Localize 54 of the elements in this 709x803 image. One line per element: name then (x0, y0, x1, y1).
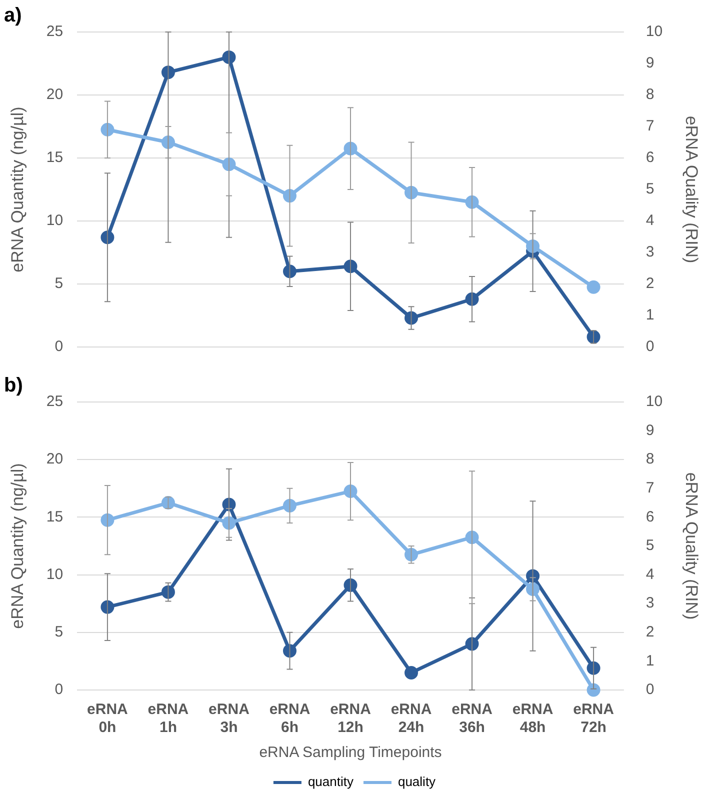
y-tick-label: 0 (54, 681, 64, 698)
y2-tick-label: 6 (646, 149, 654, 166)
y-tick-label: 10 (46, 212, 64, 230)
x-tick-label: eRNA 0h (87, 701, 128, 736)
x-tick-label: eRNA 1h (148, 701, 189, 736)
y2-axis-title: eRNA Quality (RIN) (682, 116, 702, 264)
x-tick-label: eRNA 3h (208, 701, 250, 736)
y2-tick-label: 2 (646, 624, 654, 641)
y2-tick-label: 0 (646, 681, 654, 698)
y2-tick-label: 5 (646, 180, 654, 198)
y2-tick-label: 10 (646, 393, 663, 410)
y-axis-title: eRNA Quantity (ng/µl) (8, 463, 27, 629)
y2-tick-label: 10 (646, 23, 663, 40)
point (586, 280, 600, 294)
point (404, 666, 418, 680)
legend-label: quantity (308, 774, 354, 790)
y2-tick-label: 2 (646, 275, 654, 292)
x-axis-title: eRNA Sampling Timepoints (259, 744, 442, 762)
chart-title: a) (4, 4, 22, 27)
y-tick-label: 25 (46, 393, 64, 410)
y2-tick-label: 8 (646, 86, 654, 104)
x-tick-label: eRNA 48h (512, 701, 554, 736)
y2-tick-label: 3 (646, 244, 654, 261)
y-tick-label: 15 (46, 508, 64, 526)
y2-tick-label: 8 (646, 450, 654, 468)
y2-tick-label: 0 (646, 338, 654, 356)
y2-tick-label: 6 (646, 508, 654, 526)
y2-tick-label: 1 (646, 306, 654, 324)
y-tick-label: 5 (54, 275, 64, 292)
y-tick-label: 20 (46, 450, 64, 468)
x-tick-label: eRNA 72h (573, 701, 614, 736)
x-tick-label: eRNA 6h (269, 701, 310, 736)
y-tick-label: 0 (54, 338, 64, 356)
legend-label: quality (398, 774, 436, 790)
x-tick-label: eRNA 12h (330, 701, 372, 736)
y-axis-title: eRNA Quantity (ng/µl) (8, 106, 27, 272)
chart-title: b) (4, 374, 23, 397)
y2-tick-label: 5 (646, 537, 654, 554)
y2-tick-label: 1 (646, 652, 654, 670)
y2-tick-label: 7 (646, 118, 654, 135)
y2-tick-label: 9 (646, 54, 654, 72)
x-tick-label: eRNA 24h (390, 701, 432, 736)
x-tick-label: eRNA 36h (452, 701, 493, 736)
y2-axis-title: eRNA Quality (RIN) (682, 472, 702, 620)
y-tick-label: 15 (46, 149, 64, 166)
y2-tick-label: 4 (646, 566, 654, 583)
y-tick-label: 10 (46, 566, 64, 583)
y-tick-label: 5 (54, 624, 64, 641)
y2-tick-label: 4 (646, 212, 654, 230)
y2-tick-label: 7 (646, 480, 654, 497)
y2-tick-label: 9 (646, 422, 654, 439)
y2-tick-label: 3 (646, 594, 654, 612)
y-tick-label: 20 (46, 86, 64, 104)
y-tick-label: 25 (46, 23, 64, 40)
